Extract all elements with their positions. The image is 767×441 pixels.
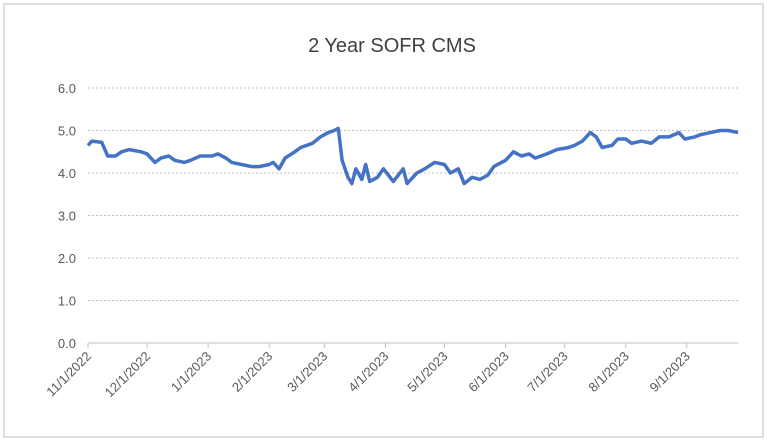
- chart-title: 2 Year SOFR CMS: [308, 35, 476, 57]
- data-line: [86, 126, 739, 186]
- y-tick-label: 5.0: [58, 124, 76, 139]
- y-tick-label: 2.0: [58, 251, 76, 266]
- y-tick-label: 6.0: [58, 81, 76, 96]
- chart-frame: [3, 3, 764, 438]
- y-tick-label: 1.0: [58, 294, 76, 309]
- y-tick-label: 0.0: [58, 336, 76, 351]
- y-tick-label: 4.0: [58, 166, 76, 181]
- y-tick-label: 3.0: [58, 209, 76, 224]
